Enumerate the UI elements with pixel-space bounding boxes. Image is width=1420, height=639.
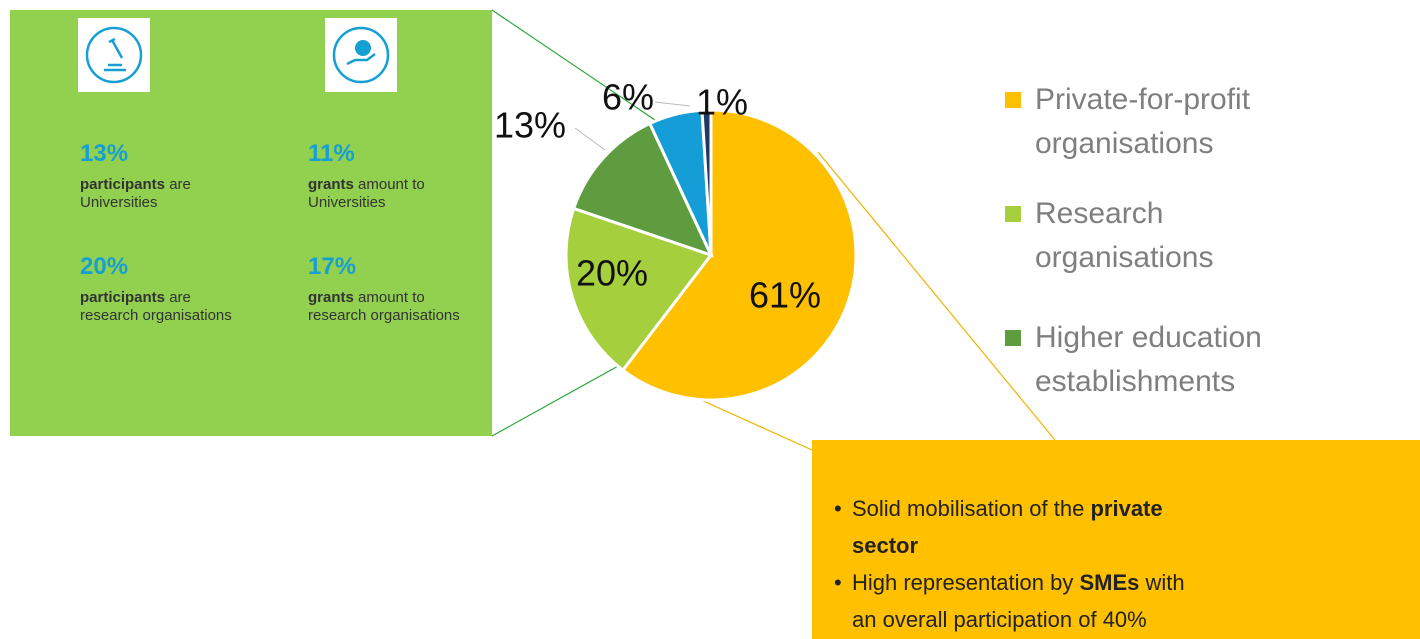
- data-label: 61%: [749, 275, 821, 316]
- pie-slice: [620, 108, 858, 402]
- legend-entry: Private-for-profit organisations: [1005, 78, 1265, 166]
- callout: Solid mobilisation of the private sector…: [812, 440, 1420, 639]
- bullet-list: Solid mobilisation of the private sector…: [834, 490, 1214, 638]
- stat-bold: participants: [80, 176, 166, 193]
- leader-line: [574, 127, 606, 151]
- connector: [491, 364, 621, 437]
- data-label: 6%: [602, 77, 654, 118]
- leader-line: [654, 101, 691, 107]
- legend-label: Research organisations: [1035, 197, 1214, 274]
- legend-entry: Research organisations: [1005, 192, 1265, 280]
- pie-slice: [571, 121, 714, 258]
- legend-label: Higher education establishments: [1035, 321, 1262, 398]
- stat-desc: amount to research organisations: [308, 289, 460, 324]
- legend-swatch: [1005, 206, 1021, 222]
- stat-bold: grants: [308, 176, 354, 193]
- stat: 13% participants are Universities: [80, 140, 245, 212]
- legend-swatch: [1005, 330, 1021, 346]
- stat-text: participants are research organisations: [80, 289, 245, 325]
- bullet: Solid mobilisation of the private sector: [834, 490, 1214, 564]
- pie-slice: [564, 206, 714, 373]
- connector: [491, 9, 656, 121]
- stat-desc: are Universities: [80, 176, 196, 211]
- stat: 20% participants are research organisatio…: [80, 253, 245, 325]
- legend-label: Private-for-profit organisations: [1035, 83, 1251, 160]
- stat-text: participants are Universities: [80, 176, 245, 212]
- bullet-text: Solid mobilisation of the: [852, 496, 1091, 521]
- microscope-icon: [78, 18, 150, 92]
- data-label: 1%: [696, 82, 748, 123]
- legend-entry: Higher education establishments: [1005, 316, 1265, 404]
- stat-bold: participants: [80, 289, 166, 306]
- stat-desc: are research organisations: [80, 289, 232, 324]
- stat-bold: grants: [308, 289, 354, 306]
- pie: 61% 20% 13% 6% 1%: [494, 77, 858, 402]
- connector: [689, 394, 813, 451]
- bullet: High representation by SMEs with an over…: [834, 564, 1214, 638]
- bullet-text: with an overall participation of 40%: [852, 570, 1191, 632]
- stat-value: 20%: [80, 253, 129, 280]
- stat-desc: amount to Universities: [308, 176, 429, 211]
- stat-text: grants amount to research organisations: [308, 289, 473, 325]
- legend-swatch: [1005, 92, 1021, 108]
- connector: [817, 151, 1056, 441]
- stat: 11% grants amount to Universities: [308, 140, 473, 212]
- data-label: 13%: [494, 105, 566, 146]
- info-panel: 13% participants are Universities 11% grant…: [10, 10, 492, 436]
- bullet-text: private sector: [852, 496, 1169, 558]
- stat-value: 11%: [308, 140, 355, 167]
- stat: 17% grants amount to research organisatio…: [308, 253, 473, 325]
- bullet-text: High representation by: [852, 570, 1080, 595]
- stat-value: 17%: [308, 253, 357, 280]
- bullet-text: SMEs: [1079, 570, 1140, 595]
- stat-text: grants amount to Universities: [308, 176, 473, 212]
- pie-slice: [700, 108, 713, 256]
- data-label: 20%: [576, 253, 648, 294]
- grant-icon: [325, 18, 397, 92]
- stat-value: 13%: [80, 140, 129, 167]
